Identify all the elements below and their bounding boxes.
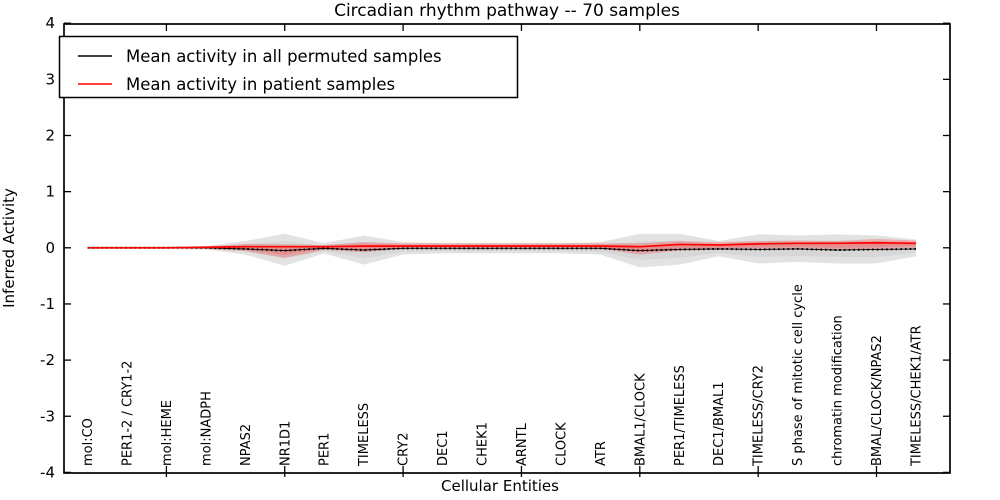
x-category-label: ATR xyxy=(594,441,609,466)
x-category-label: S phase of mitotic cell cycle xyxy=(791,284,806,466)
legend: Mean activity in all permuted samples Me… xyxy=(58,35,519,99)
legend-box xyxy=(58,35,519,99)
x-category-label: CRY2 xyxy=(397,433,412,467)
x-category-label: PER1 xyxy=(318,433,333,466)
data-lines xyxy=(87,241,916,252)
plot-frame xyxy=(63,23,951,474)
x-category-label: BMAL/CLOCK/NPAS2 xyxy=(870,335,885,466)
y-tick-label: 4 xyxy=(45,14,55,32)
x-category-label: DEC1/BMAL1 xyxy=(712,382,727,467)
patient-samples-range-band xyxy=(87,238,916,258)
y-tick-labels: 4 3 2 1 0 -1 -2 -3 -4 xyxy=(40,14,55,481)
tick-marks xyxy=(64,22,950,477)
x-category-label: mol:NADPH xyxy=(199,391,214,466)
axes xyxy=(63,22,951,477)
x-category-label: PER1/TIMELESS xyxy=(673,365,688,466)
series-line-patient xyxy=(87,241,916,249)
x-category-label: CLOCK xyxy=(554,422,569,466)
x-category-label: DEC1 xyxy=(436,430,451,466)
x-category-label: TIMELESS xyxy=(357,403,372,467)
x-category-label: chromatin modification xyxy=(831,315,846,466)
chart-title: Circadian rhythm pathway -- 70 samples xyxy=(334,1,680,21)
x-category-label: PER1-2 / CRY1-2 xyxy=(120,361,135,466)
x-category-label: BMAL1/CLOCK xyxy=(633,373,648,466)
x-category-label: CHEK1 xyxy=(476,422,491,466)
y-tick-label: -2 xyxy=(40,351,55,369)
y-tick-label: 1 xyxy=(45,183,55,201)
x-axis-label: Cellular Entities xyxy=(441,477,559,495)
y-tick-label: -4 xyxy=(40,463,55,481)
x-category-label: TIMELESS/CRY2 xyxy=(752,365,767,467)
y-tick-label: 0 xyxy=(45,239,55,257)
permuted-samples-range-band xyxy=(87,233,916,268)
x-category-label: mol:HEME xyxy=(160,400,175,466)
y-tick-label: -1 xyxy=(40,295,55,313)
uncertainty-bands xyxy=(87,233,916,268)
x-category-label: NPAS2 xyxy=(239,424,254,466)
x-category-labels: mol:CO PER1-2 / CRY1-2 mol:HEME mol:NADPH NP… xyxy=(81,284,924,467)
x-category-label: NR1D1 xyxy=(278,421,293,466)
y-axis-label: Inferred Activity xyxy=(0,188,18,308)
x-category-label: TIMELESS/CHEK1/ATR xyxy=(909,325,924,467)
series-line-markers xyxy=(87,246,916,252)
y-tick-label: -3 xyxy=(40,407,55,425)
y-tick-label: 3 xyxy=(45,70,55,88)
x-category-label: ARNTL xyxy=(515,422,530,466)
legend-label-permuted: Mean activity in all permuted samples xyxy=(126,47,442,66)
y-tick-label: 2 xyxy=(45,127,55,145)
legend-label-patient: Mean activity in patient samples xyxy=(126,75,395,94)
x-category-label: mol:CO xyxy=(81,418,96,466)
